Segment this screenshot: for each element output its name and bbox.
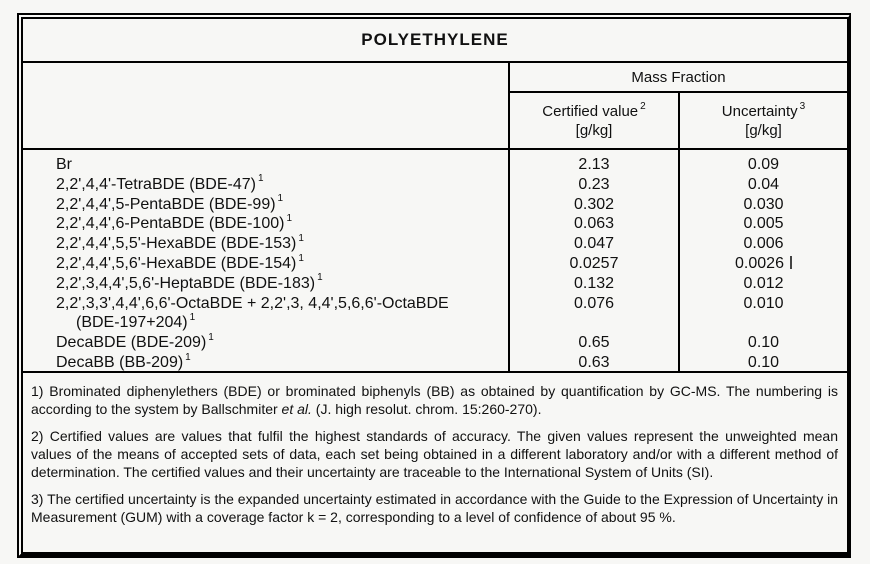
table-header: Mass Fraction Certified value 2 [g/kg] Un…	[23, 63, 847, 150]
certified-value	[510, 313, 678, 333]
uncertainty-value: 0.09	[747, 156, 780, 173]
uncertainty-value: 0.006	[743, 235, 784, 253]
compound-name: 2,2',3,4,4',5,6'-HeptaBDE (BDE-183) 1	[56, 272, 323, 292]
header-empty-cell	[23, 63, 508, 148]
certified-value: 0.063	[573, 215, 615, 233]
certified-value: 0.047	[573, 235, 615, 253]
certified-value: 0.132	[573, 274, 615, 292]
uncertainty-value: 0.10	[747, 353, 780, 371]
footnote-2: 2) Certified values are values that fulf…	[31, 428, 838, 480]
footnote-3: 3) The certified uncertainty is the expa…	[31, 491, 838, 525]
footnote-1: 1) Brominated diphenylethers (BDE) or br…	[31, 383, 838, 417]
compound-name: 2,2',3,3',4,4',6,6'-OctaBDE + 2,2',3, 4,…	[56, 294, 449, 312]
uncertainty-column: 0.09 0.04 0.030 0.005 0.006 0.0026 0.012…	[678, 150, 847, 371]
certified-value-unit: [g/kg]	[575, 121, 613, 139]
uncertainty-value: 0.0026	[680, 254, 847, 274]
title-row: POLYETHYLENE	[23, 19, 847, 63]
certified-value-header: Certified value 2 [g/kg]	[510, 93, 678, 148]
uncertainty-value: 0.005	[743, 215, 784, 233]
certified-value: 0.65	[578, 334, 610, 352]
compound-name: 2,2',4,4',5,5'-HexaBDE (BDE-153) 1	[56, 232, 304, 253]
certified-value: 0.0257	[569, 254, 619, 272]
uncertainty-header: Uncertainty 3 [g/kg]	[678, 93, 847, 148]
uncertainty-value: 0.04	[747, 175, 780, 193]
uncertainty-value: 0.012	[743, 274, 784, 292]
uncertainty-label: Uncertainty 3	[721, 100, 806, 120]
certificate-table: POLYETHYLENE Mass Fraction Certified val…	[17, 13, 851, 558]
uncertainty-value: 0.10	[747, 334, 780, 352]
certified-value: 2.13	[578, 156, 610, 173]
compound-name: DecaBDE (BDE-209) 1	[56, 331, 214, 352]
uncertainty-value: 0.030	[743, 195, 784, 213]
certified-value: 0.23	[578, 175, 610, 193]
mass-fraction-header: Mass Fraction	[510, 63, 847, 93]
compound-column: Br 2,2',4,4'-TetraBDE (BDE-47) 1 2,2',4,4…	[23, 150, 508, 371]
certified-value-column: 2.13 0.23 0.302 0.063 0.047 0.0257 0.132…	[508, 150, 678, 371]
uncertainty-value: 0.010	[743, 294, 784, 312]
page-title: POLYETHYLENE	[361, 30, 509, 49]
compound-name: 2,2',4,4',5,6'-HexaBDE (BDE-154) 1	[56, 252, 304, 272]
certified-value: 0.63	[578, 353, 610, 371]
compound-name: 2,2',4,4'-TetraBDE (BDE-47) 1	[56, 173, 264, 193]
certified-value-label: Certified value 2	[542, 100, 646, 120]
compound-name: 2,2',4,4',6-PentaBDE (BDE-100) 1	[56, 213, 293, 233]
certified-value: 0.302	[573, 195, 615, 213]
uncertainty-unit: [g/kg]	[745, 121, 782, 139]
table-body: Br 2,2',4,4'-TetraBDE (BDE-47) 1 2,2',4,4…	[23, 150, 847, 373]
compound-name: 2,2',4,4',5-PentaBDE (BDE-99) 1	[56, 193, 284, 213]
uncertainty-value	[680, 313, 847, 333]
text-cursor-artifact	[789, 255, 792, 269]
compound-name: Br	[56, 156, 72, 173]
compound-name: DecaBB (BB-209) 1	[56, 351, 191, 371]
certified-value: 0.076	[573, 294, 615, 312]
subcolumn-headers: Certified value 2 [g/kg] Uncertainty 3 [g/…	[510, 93, 847, 148]
mass-fraction-group: Mass Fraction Certified value 2 [g/kg] Un…	[508, 63, 847, 148]
footnote-ref-2: 2	[640, 100, 646, 112]
footnote-ref-3: 3	[799, 100, 806, 112]
compound-name-continuation: (BDE-197+204) 1	[76, 312, 196, 332]
footnotes-section: 1) Brominated diphenylethers (BDE) or br…	[23, 373, 847, 552]
